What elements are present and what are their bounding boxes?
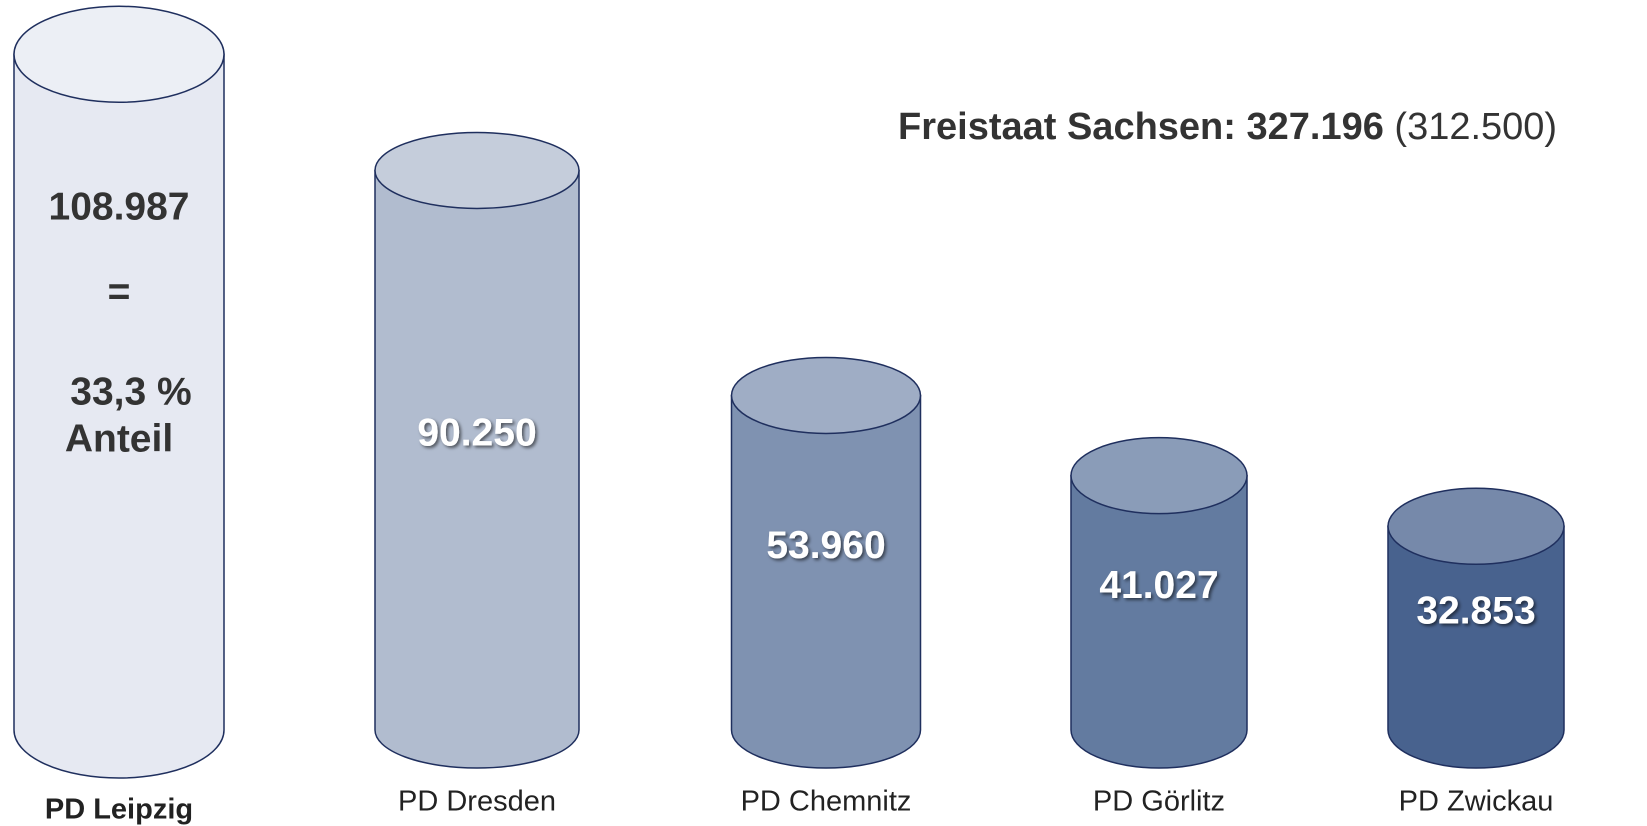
title-total: 327.196 (1246, 106, 1383, 148)
category-label: PD Zwickau (1399, 786, 1554, 818)
cylinder-body (1070, 474, 1248, 769)
category-label: PD Dresden (398, 786, 556, 818)
title-previous: (312.500) (1394, 106, 1557, 148)
share-note: 33,3 % (70, 370, 191, 413)
share-note: Anteil (65, 417, 173, 460)
title-label: Freistaat Sachsen: (898, 106, 1236, 148)
cylinder-body (1387, 525, 1565, 769)
category-label: PD Chemnitz (741, 786, 912, 818)
cylinder-body (13, 53, 225, 779)
cylinder-body (730, 394, 922, 769)
category-label: PD Görlitz (1093, 786, 1225, 818)
value-label: 32.853 (1416, 589, 1535, 632)
category-label: PD Leipzig (45, 794, 193, 826)
cylinder-body (374, 169, 580, 769)
cylinder-top (13, 5, 225, 104)
value-label: 53.960 (766, 524, 885, 567)
cylinder-top (1070, 436, 1248, 515)
cylinder-top (1387, 487, 1565, 566)
chart-title: Freistaat Sachsen: 327.196 (312.500) (898, 106, 1557, 148)
cylinder-top (730, 356, 922, 435)
value-label: 41.027 (1099, 564, 1218, 607)
cylinder-top (374, 131, 580, 210)
share-note: = (108, 270, 131, 313)
value-label: 90.250 (417, 412, 536, 455)
value-label: 108.987 (49, 186, 190, 229)
